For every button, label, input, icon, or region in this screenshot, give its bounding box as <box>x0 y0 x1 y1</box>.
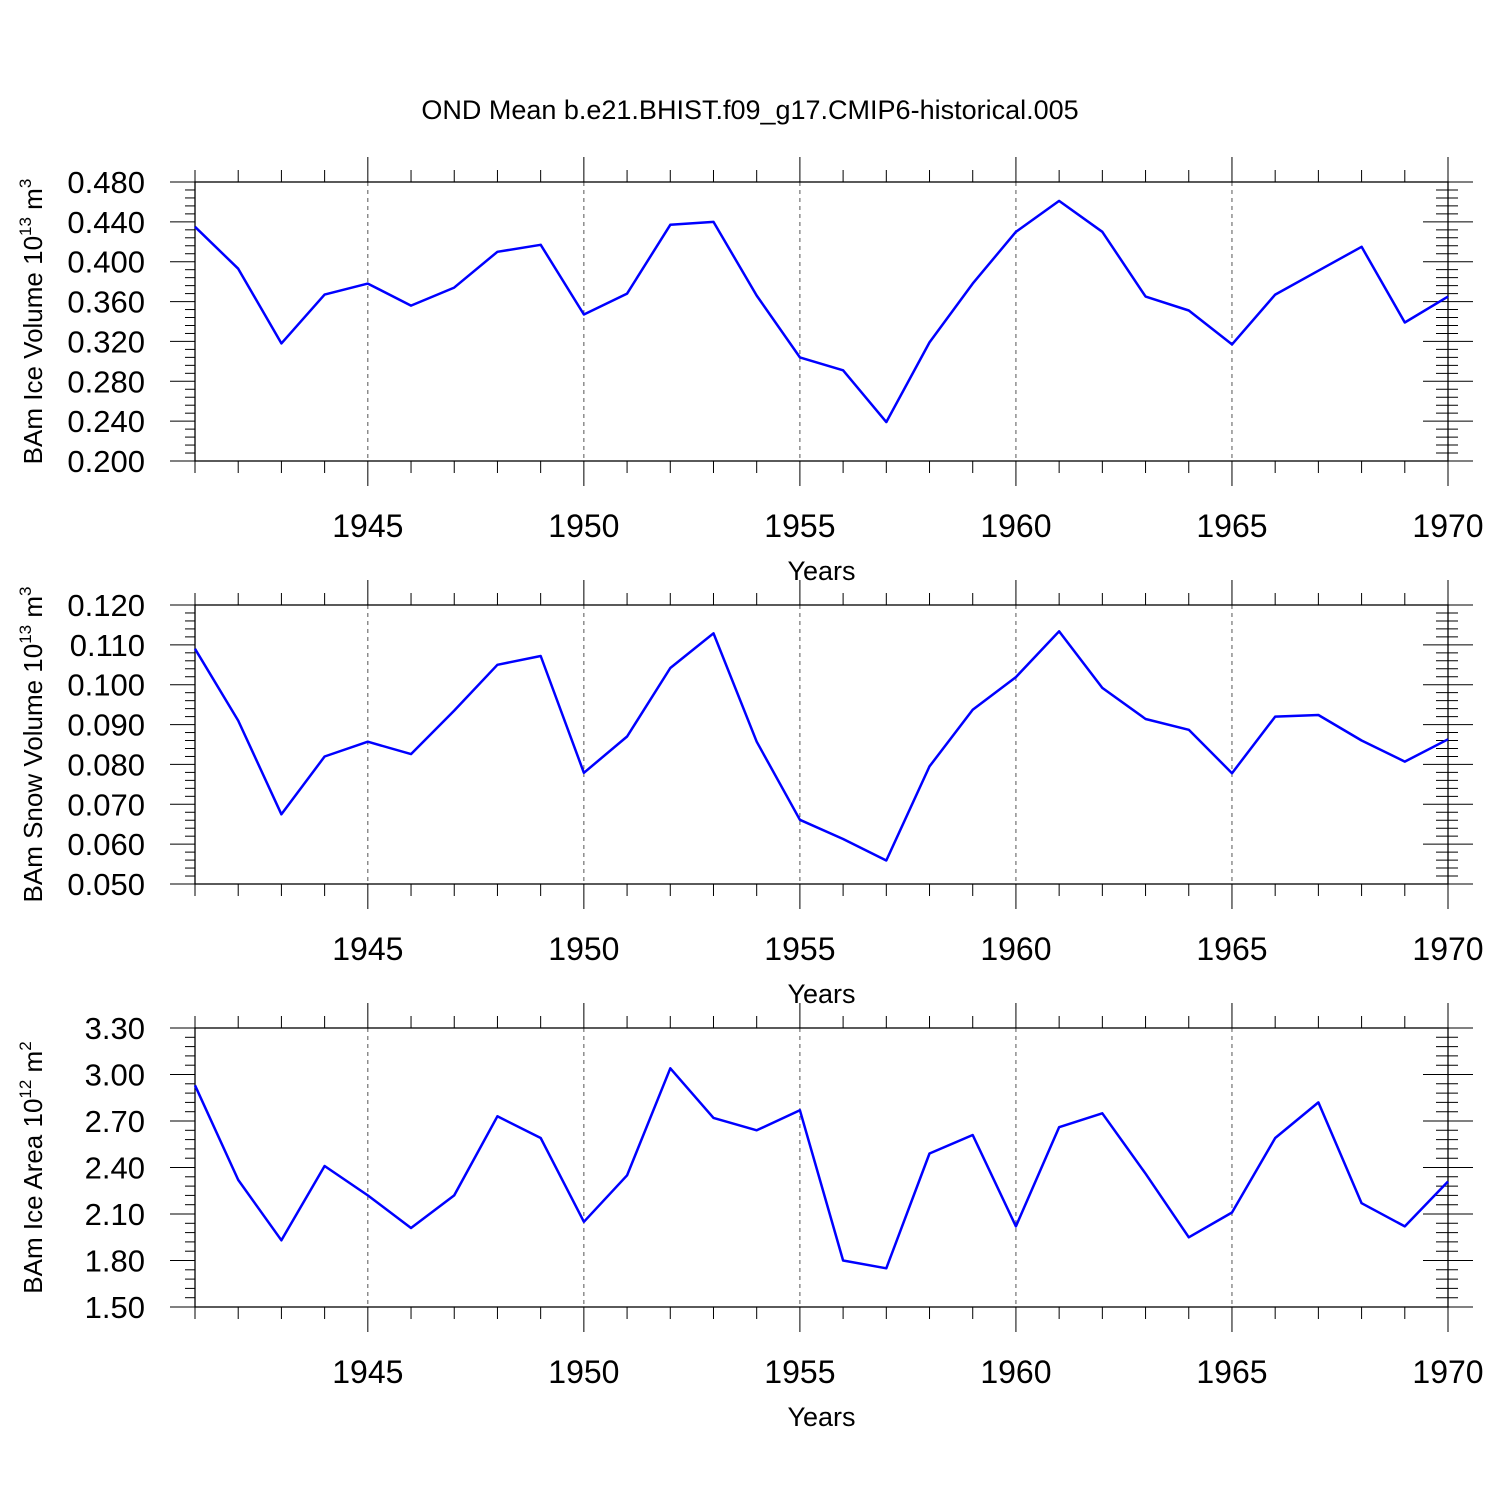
panels: 0.200 0.240 0.280 0.320 0.360 0.400 0.440 0.480… <box>16 157 1484 1432</box>
snow-volume-xtick-label: 1970 <box>1412 931 1483 967</box>
ice-area-ylabel-unit-exponent: 2 <box>16 1041 35 1050</box>
ice-volume-ylabel-text: BAm Ice Volume 10 <box>18 236 48 464</box>
ice-area-panel: 1.50 1.80 2.10 2.40 2.70 3.00 3.30 1945 1950 1955… <box>16 1003 1484 1432</box>
ice-volume-frame <box>194 181 1449 462</box>
ice-area-xtick-label: 1970 <box>1412 1354 1483 1390</box>
snow-volume-ytick-label: 0.060 <box>67 827 145 862</box>
ice-volume-ytick-label: 0.480 <box>67 165 145 200</box>
ice-area-ytick-label: 2.70 <box>85 1104 145 1139</box>
ice-volume-xtick-label: 1950 <box>548 508 619 544</box>
ice-volume-ylabel: BAm Ice Volume 1013 m3 <box>16 179 48 465</box>
ice-area-ylabel: BAm Ice Area 1012 m2 <box>16 1041 48 1293</box>
snow-volume-xtick-label: 1955 <box>764 931 835 967</box>
ice-area-xlabel: Years <box>787 1402 855 1432</box>
ice-volume-ylabel-exponent: 13 <box>16 217 35 236</box>
snow-volume-ylabel-unit: m <box>18 596 48 625</box>
ice-volume-ylabel-unit: m <box>18 188 48 217</box>
ice-area-series-line <box>193 1067 1449 1270</box>
ice-area-ytick-label: 2.10 <box>85 1197 145 1232</box>
ice-volume-ytick-label: 0.200 <box>67 444 145 479</box>
ice-volume-ytick-label: 0.320 <box>67 324 145 359</box>
snow-volume-frame <box>194 604 1449 885</box>
snow-volume-ylabel: BAm Snow Volume 1013 m3 <box>16 587 48 903</box>
snow-volume-xlabel: Years <box>787 979 855 1009</box>
ice-area-ytick-label: 3.30 <box>85 1011 145 1046</box>
ice-volume-panel: 0.200 0.240 0.280 0.320 0.360 0.400 0.440 0.480… <box>16 157 1484 586</box>
snow-volume-panel: 0.050 0.060 0.070 0.080 0.090 0.100 0.110 0.120… <box>16 580 1484 1009</box>
ice-area-xtick-label: 1960 <box>980 1354 1051 1390</box>
ice-area-xtick-label: 1965 <box>1196 1354 1267 1390</box>
snow-volume-xtick-label: 1965 <box>1196 931 1267 967</box>
ice-volume-ytick-label: 0.240 <box>67 404 145 439</box>
snow-volume-ylabel-text: BAm Snow Volume 10 <box>18 644 48 903</box>
snow-volume-ytick-label: 0.100 <box>67 668 145 703</box>
snow-volume-ylabel-unit-exponent: 3 <box>16 587 35 596</box>
snow-volume-ytick-label: 0.070 <box>67 787 145 822</box>
ice-area-ylabel-text: BAm Ice Area 10 <box>18 1099 48 1294</box>
snow-volume-series-line <box>193 630 1449 862</box>
ice-volume-series-line <box>194 199 1449 424</box>
snow-volume-xtick-label: 1960 <box>980 931 1051 967</box>
ice-area-frame <box>194 1027 1449 1308</box>
snow-volume-ytick-label: 0.050 <box>67 867 145 902</box>
ice-volume-xtick-label: 1970 <box>1412 508 1483 544</box>
ice-area-ytick-label: 3.00 <box>85 1058 145 1093</box>
ice-volume-ytick-label: 0.360 <box>67 285 145 320</box>
ice-area-ytick-label: 2.40 <box>85 1151 145 1186</box>
figure-title: OND Mean b.e21.BHIST.f09_g17.CMIP6-histo… <box>421 95 1078 125</box>
ice-volume-ytick-label: 0.440 <box>67 205 145 240</box>
ice-volume-xlabel: Years <box>787 556 855 586</box>
ice-volume-xtick-label: 1945 <box>332 508 403 544</box>
ice-area-xtick-label: 1945 <box>332 1354 403 1390</box>
ice-area-ylabel-unit: m <box>18 1051 48 1080</box>
snow-volume-xtick-label: 1950 <box>548 931 619 967</box>
snow-volume-ytick-label: 0.080 <box>67 747 145 782</box>
ice-area-xtick-label: 1955 <box>764 1354 835 1390</box>
snow-volume-ytick-label: 0.090 <box>67 708 145 743</box>
ice-volume-xtick-label: 1960 <box>980 508 1051 544</box>
snow-volume-ytick-label: 0.110 <box>70 628 145 663</box>
ice-volume-ylabel-unit-exponent: 3 <box>16 179 35 188</box>
ice-area-xtick-label: 1950 <box>548 1354 619 1390</box>
ice-volume-ytick-label: 0.280 <box>67 364 145 399</box>
ice-volume-ytick-label: 0.400 <box>67 245 145 280</box>
ice-area-ytick-label: 1.50 <box>85 1290 145 1325</box>
ice-area-ylabel-exponent: 12 <box>16 1080 35 1099</box>
snow-volume-ylabel-exponent: 13 <box>16 625 35 644</box>
ice-volume-xtick-label: 1955 <box>764 508 835 544</box>
ice-volume-xtick-label: 1965 <box>1196 508 1267 544</box>
snow-volume-ytick-label: 0.120 <box>67 588 145 623</box>
ice-area-ytick-label: 1.80 <box>85 1244 145 1279</box>
snow-volume-xtick-label: 1945 <box>332 931 403 967</box>
